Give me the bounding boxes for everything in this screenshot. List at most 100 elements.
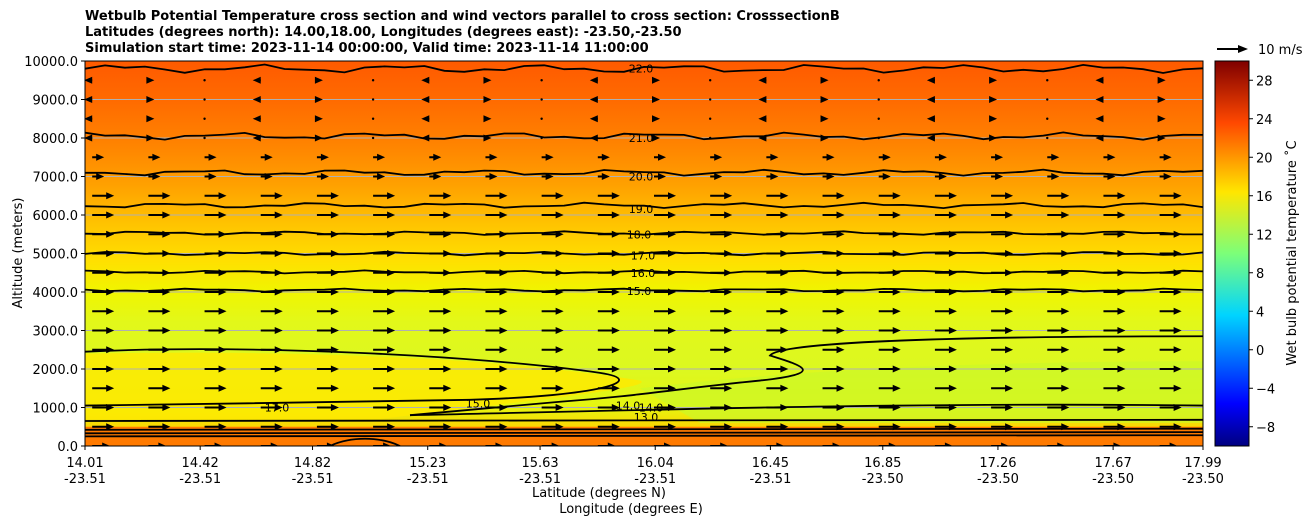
wind-vector-head (162, 346, 171, 354)
y-tick-label: 4000.0 (33, 286, 79, 301)
y-tick-label: 7000.0 (33, 171, 79, 186)
wind-vector-head (314, 134, 323, 142)
chart-title-line-3: Simulation start time: 2023-11-14 00:00:… (85, 41, 649, 56)
wind-vector-head (668, 384, 676, 392)
wind-vector-head (85, 115, 93, 123)
wind-vector-head (443, 384, 452, 392)
wind-vector-head (926, 115, 935, 123)
wind-vector-head (85, 134, 93, 142)
wind-vector-head (162, 327, 171, 334)
x-tick-label-lon: -23.51 (634, 472, 676, 487)
colorbar-tick-label: 12 (1256, 228, 1273, 243)
wind-vector-head (611, 346, 620, 354)
wind-vector-head (483, 96, 492, 103)
wind-vector-head (611, 288, 620, 296)
wind-vector-head (989, 115, 998, 123)
contour-label: 15.0 (466, 398, 491, 411)
wind-vector-head (611, 423, 620, 431)
wind-vector-head (85, 76, 93, 84)
wind-vector-head (218, 404, 227, 411)
wind-vector-head (948, 269, 957, 277)
wind-vector-head (274, 250, 283, 257)
wind-vector-head (1169, 442, 1178, 446)
wind-vector-head (611, 384, 620, 392)
wind-vector-head (218, 211, 227, 219)
wind-reference-arrowhead (1238, 45, 1248, 53)
wind-vector-head (836, 423, 845, 431)
wind-vector-head (780, 269, 789, 277)
wind-vector-head (1173, 384, 1182, 392)
wind-vector-head (499, 384, 508, 392)
x-tick-label-lon: -23.51 (749, 472, 791, 487)
wind-vector-head (1117, 384, 1126, 392)
wind-vector-head (892, 327, 901, 334)
x-tick-label-lon: -23.51 (64, 472, 106, 487)
wind-vector-head (836, 269, 845, 277)
wind-vector-head (274, 384, 283, 392)
x-axis: 14.01-23.5114.42-23.5114.82-23.5115.23-2… (64, 446, 1224, 487)
wind-vector-head (320, 153, 329, 161)
colorbar: −8 −4 0 4 8 12 16 20 24 28 Wet bulb potential tem… (1214, 60, 1300, 447)
wind-vector-head (1005, 211, 1014, 219)
wind-vector-head (499, 192, 508, 200)
wind-vector-head (443, 192, 452, 200)
wind-vector-head (489, 173, 498, 180)
wind-vector-head (545, 173, 554, 180)
colorbar-tick-label: −8 (1256, 421, 1275, 436)
wind-vector-head (555, 327, 564, 334)
x-tick-label-lon: -23.51 (519, 472, 561, 487)
contour-line (85, 168, 1203, 177)
wind-vector-head (668, 250, 676, 257)
wind-vector-head (152, 173, 161, 180)
wind-vector (708, 117, 712, 120)
wind-vector-head (938, 173, 947, 180)
wind-vector-head (387, 404, 396, 411)
wind-vector-head (589, 96, 598, 103)
wind-vector-head (499, 269, 508, 277)
wind-vector-head (85, 96, 93, 103)
x-tick-label-lat: 16.45 (752, 456, 789, 471)
wind-vector-head (1157, 76, 1166, 84)
wind-vector-head (162, 307, 171, 315)
wind-vector-head (162, 288, 171, 296)
contour-line (85, 348, 620, 407)
wind-vector-head (780, 423, 789, 431)
wind-vector-head (1061, 211, 1070, 219)
wind-vector-head (443, 423, 452, 431)
wind-vector-head (483, 76, 492, 84)
contour-label: 22.0 (629, 63, 654, 76)
wind-vector-head (820, 96, 829, 103)
wind-vector-head (106, 250, 115, 257)
wind-vector-head (443, 365, 452, 373)
wind-vector (1046, 98, 1049, 101)
wind-vector-head (330, 269, 339, 277)
wind-vector-head (948, 307, 957, 315)
wind-vector-head (1095, 76, 1104, 84)
wind-vector-head (499, 307, 508, 315)
wind-vector-head (1107, 173, 1116, 180)
wind-vector-head (218, 423, 227, 431)
contour-labels: 22.0 21.0 20.0 19.0 18.0 17.0 16.0 15.0 15.0 14.0… (265, 63, 664, 424)
wind-vector-head (892, 250, 901, 257)
wind-vector-head (995, 153, 1004, 161)
wind-vector-head (218, 365, 227, 373)
wind-vector-head (892, 307, 901, 315)
wind-vector-head (1117, 365, 1126, 373)
wind-vector-head (218, 384, 227, 392)
wind-vector-head (1061, 307, 1070, 315)
wind-vector-head (611, 211, 620, 219)
wind-vector-head (443, 269, 452, 277)
wind-vector-head (555, 423, 564, 431)
wind-vector-head (320, 173, 329, 180)
wind-vector-head (1061, 269, 1070, 277)
wind-vector-head (1173, 250, 1182, 257)
wind-vector-head (724, 384, 733, 392)
x-tick-label-lat: 15.23 (409, 456, 446, 471)
wind-vector-head (1173, 307, 1182, 315)
wind-vector-head (1095, 115, 1104, 123)
wind-vector-head (1107, 153, 1116, 161)
wind-vector-head (1005, 404, 1014, 411)
contour-label: 14.0 (639, 402, 664, 415)
wind-vector-head (162, 365, 171, 373)
wind-vector (708, 136, 712, 140)
